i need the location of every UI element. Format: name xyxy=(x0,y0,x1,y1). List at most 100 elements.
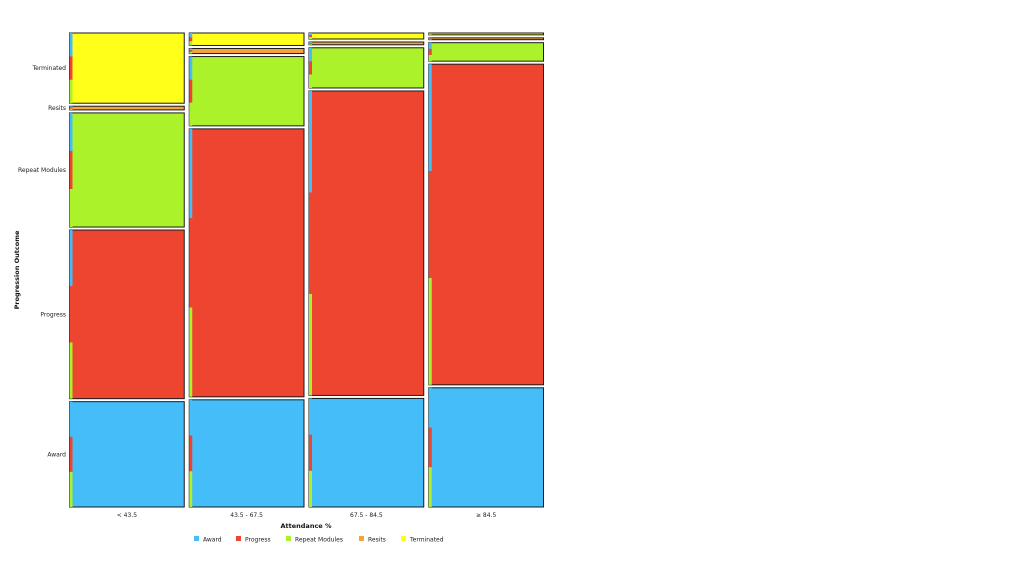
strip-67-5-84-5-terminated-1 xyxy=(309,35,312,38)
legend-swatch-progress xyxy=(236,536,241,541)
legend-item-progress: Progress xyxy=(236,536,271,544)
strip-84-5-award-1 xyxy=(428,427,432,468)
strip-84-5-resits-0 xyxy=(428,37,432,39)
strip-43-5-67-5-repeat-modules-0 xyxy=(189,56,193,80)
legend-item-terminated: Terminated xyxy=(401,536,444,544)
legend-swatch-resits xyxy=(359,536,364,541)
legend-label-progress: Progress xyxy=(245,537,271,544)
strip-67-5-84-5-repeat-modules-1 xyxy=(309,61,312,75)
strip-43-5-67-5-progress-1 xyxy=(189,218,193,308)
tile-43-5-terminated xyxy=(69,32,185,104)
x-tick-label: 43.5 - 67.5 xyxy=(230,512,263,519)
tile-43-5-67-5-award xyxy=(188,399,305,508)
strip-84-5-repeat-modules-2 xyxy=(428,55,432,62)
strip-67-5-84-5-terminated-2 xyxy=(309,37,312,40)
tile-67-5-84-5-progress xyxy=(308,90,425,396)
strip-43-5-67-5-award-0 xyxy=(189,399,193,436)
tile-43-5-67-5-resits xyxy=(188,47,305,55)
strip-43-5-67-5-repeat-modules-1 xyxy=(189,79,193,103)
strip-43-5-progress-2 xyxy=(69,342,73,399)
strip-43-5-progress-0 xyxy=(69,230,73,287)
strip-43-5-award-1 xyxy=(69,436,73,472)
y-tick-label: Repeat Modules xyxy=(18,167,66,174)
strip-84-5-repeat-modules-1 xyxy=(428,48,432,56)
mosaic-tiles xyxy=(69,32,544,508)
legend-item-award: Award xyxy=(194,536,222,544)
legend-swatch-award xyxy=(194,536,199,541)
strip-84-5-award-0 xyxy=(428,387,432,428)
strip-67-5-84-5-progress-0 xyxy=(309,90,312,193)
strip-43-5-67-5-resits-2 xyxy=(189,51,193,54)
strip-43-5-67-5-resits-1 xyxy=(189,50,193,52)
tile-84-5-progress xyxy=(428,63,544,386)
y-tick-label: Progress xyxy=(40,311,66,318)
strip-43-5-67-5-terminated-1 xyxy=(189,37,193,42)
strip-43-5-progress-1 xyxy=(69,286,73,343)
legend-swatch-terminated xyxy=(401,536,406,541)
legend-swatch-repeat-modules xyxy=(286,536,291,541)
tile-67-5-84-5-terminated xyxy=(308,32,425,40)
tile-43-5-67-5-repeat-modules xyxy=(188,56,305,127)
strip-43-5-terminated-0 xyxy=(69,33,73,57)
strip-43-5-terminated-2 xyxy=(69,79,73,104)
tile-43-5-progress xyxy=(69,229,185,400)
strip-43-5-67-5-progress-0 xyxy=(189,128,193,219)
y-tick-label: Award xyxy=(47,451,66,458)
strip-84-5-terminated-0 xyxy=(428,33,432,34)
legend-item-resits: Resits xyxy=(359,536,386,544)
strip-43-5-repeat-modules-2 xyxy=(69,188,73,228)
strip-67-5-84-5-terminated-0 xyxy=(309,33,312,36)
tile-84-5-terminated xyxy=(428,32,544,36)
strip-84-5-progress-0 xyxy=(428,64,432,172)
legend-item-repeat-modules: Repeat Modules xyxy=(286,536,343,544)
strip-84-5-progress-1 xyxy=(428,171,432,278)
tile-67-5-84-5-resits xyxy=(308,41,425,46)
strip-84-5-terminated-2 xyxy=(428,34,432,35)
strip-43-5-67-5-award-1 xyxy=(189,435,193,472)
strip-43-5-terminated-1 xyxy=(69,56,73,80)
tile-43-5-resits xyxy=(69,105,185,111)
strip-43-5-resits-1 xyxy=(69,107,73,109)
strip-67-5-84-5-progress-2 xyxy=(309,293,312,396)
tile-84-5-repeat-modules xyxy=(428,42,544,62)
strip-43-5-resits-2 xyxy=(69,108,73,110)
y-tick-label: Terminated xyxy=(31,65,66,72)
marginal-strips xyxy=(69,33,432,507)
tile-84-5-award xyxy=(428,387,544,508)
tile-43-5-repeat-modules xyxy=(69,112,185,228)
legend-label-award: Award xyxy=(203,537,222,544)
y-axis-title: Progression Outcome xyxy=(13,230,21,309)
tile-67-5-84-5-award xyxy=(308,397,425,508)
strip-67-5-84-5-resits-1 xyxy=(309,42,312,44)
strip-43-5-67-5-terminated-0 xyxy=(189,33,193,38)
strip-67-5-84-5-resits-0 xyxy=(309,42,312,43)
tile-43-5-67-5-progress xyxy=(188,128,305,398)
tile-43-5-67-5-terminated xyxy=(188,32,305,46)
strip-67-5-84-5-resits-2 xyxy=(309,43,312,45)
strip-43-5-67-5-progress-2 xyxy=(189,307,193,397)
strip-43-5-67-5-terminated-2 xyxy=(189,41,193,46)
x-axis-title: Attendance % xyxy=(281,522,332,530)
legend: Award Progress Repeat Modules Resits Termina… xyxy=(194,536,444,544)
legend-label-repeat-modules: Repeat Modules xyxy=(295,537,343,544)
strip-43-5-67-5-resits-0 xyxy=(189,48,193,51)
strip-67-5-84-5-repeat-modules-0 xyxy=(309,47,312,62)
y-tick-label: Resits xyxy=(48,105,66,112)
strip-67-5-84-5-repeat-modules-2 xyxy=(309,74,312,88)
strip-84-5-resits-1 xyxy=(428,38,432,40)
legend-label-resits: Resits xyxy=(368,537,386,544)
strip-84-5-resits-2 xyxy=(428,39,432,40)
strip-43-5-67-5-repeat-modules-2 xyxy=(189,102,193,126)
tile-84-5-resits xyxy=(428,37,544,41)
strip-43-5-award-2 xyxy=(69,471,73,507)
y-axis-tick-labels: Award Progress Repeat Modules Resits Termina… xyxy=(18,65,66,458)
strip-43-5-repeat-modules-1 xyxy=(69,150,73,189)
strip-67-5-84-5-award-2 xyxy=(309,470,312,507)
tile-67-5-84-5-repeat-modules xyxy=(308,47,425,89)
strip-43-5-resits-0 xyxy=(69,106,73,108)
strip-67-5-84-5-award-1 xyxy=(309,434,312,471)
strip-43-5-award-0 xyxy=(69,401,73,437)
strip-84-5-repeat-modules-0 xyxy=(428,42,432,49)
strip-43-5-repeat-modules-0 xyxy=(69,112,73,151)
strip-84-5-progress-2 xyxy=(428,277,432,385)
